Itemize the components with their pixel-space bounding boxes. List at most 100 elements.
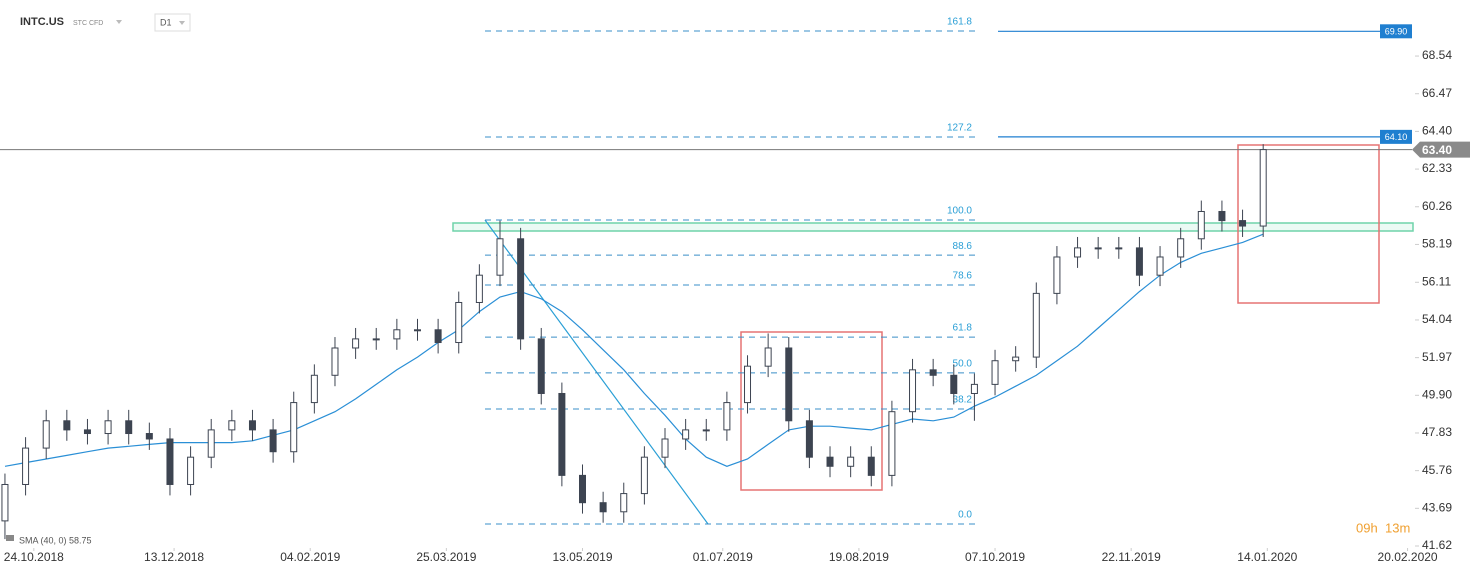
- candle-body: [1, 483, 9, 522]
- x-tick-label: 20.02.2020: [1378, 550, 1438, 564]
- candle-body: [290, 402, 298, 453]
- candle-body: [104, 420, 112, 435]
- candle-body: [228, 420, 236, 431]
- y-tick-label: 51.97: [1422, 350, 1452, 364]
- y-tick-label: 45.76: [1422, 463, 1452, 477]
- y-tick-label: 60.26: [1422, 199, 1452, 213]
- sma-line: [4, 233, 1264, 467]
- y-tick-label: 54.04: [1422, 312, 1452, 326]
- y-tick-label: 66.47: [1422, 86, 1452, 100]
- candle-body: [372, 338, 380, 341]
- current-price-label: 63.40: [1422, 143, 1452, 157]
- y-tick-label: 64.40: [1422, 124, 1452, 138]
- candle-body: [125, 420, 133, 435]
- fib-label: 161.8: [947, 17, 972, 28]
- candle-body: [248, 420, 256, 431]
- candle-body: [847, 456, 855, 467]
- candle-body: [1156, 256, 1164, 276]
- x-tick-label: 14.01.2020: [1237, 550, 1297, 564]
- candle-body: [661, 438, 669, 458]
- candle-body: [1197, 210, 1205, 240]
- candle-body: [1177, 238, 1185, 258]
- candle-body: [579, 474, 587, 504]
- candle-body: [269, 429, 277, 453]
- candle-body: [558, 392, 566, 476]
- fib-label: 38.2: [953, 395, 973, 406]
- fib-label: 127.2: [947, 123, 972, 134]
- candle-body: [1053, 256, 1061, 294]
- candle-body: [723, 402, 731, 431]
- candle-body: [537, 338, 545, 394]
- candle-body: [455, 301, 463, 344]
- candle-body: [434, 329, 442, 344]
- y-tick-label: 47.83: [1422, 425, 1452, 439]
- timer-minutes: 13m: [1385, 520, 1410, 535]
- y-tick-label: 62.33: [1422, 161, 1452, 175]
- candle-body: [970, 383, 978, 394]
- candle-body: [867, 456, 875, 476]
- candle-body: [599, 502, 607, 513]
- indicator-label[interactable]: SMA (40, 0) 58.75: [19, 535, 92, 545]
- y-tick-label: 68.54: [1422, 48, 1452, 62]
- candle-body: [1259, 149, 1267, 227]
- candle-body: [682, 429, 690, 440]
- indicator-icon[interactable]: [6, 535, 14, 541]
- price-badge: [1380, 24, 1412, 39]
- y-tick-label: 41.62: [1422, 538, 1452, 552]
- current-price-badge: [1412, 141, 1470, 158]
- x-tick-label: 01.07.2019: [693, 550, 753, 564]
- fib-label: 0.0: [958, 510, 972, 521]
- price-badge-label: 69.90: [1385, 27, 1408, 37]
- candle-body: [63, 420, 71, 431]
- interval[interactable]: D1: [160, 17, 172, 27]
- candle-body: [744, 365, 752, 404]
- fib-label: 88.6: [953, 241, 973, 252]
- candle-body: [496, 238, 504, 276]
- candle-body: [1135, 247, 1143, 276]
- candle-body: [187, 456, 195, 485]
- candle-body: [83, 429, 91, 435]
- x-tick-label: 25.03.2019: [416, 550, 476, 564]
- dropdown-arrow[interactable]: [116, 20, 122, 24]
- candle-body: [1094, 247, 1102, 250]
- candle-body: [826, 456, 834, 467]
- x-tick-label: 04.02.2019: [280, 550, 340, 564]
- candle-body: [888, 411, 896, 476]
- dropdown-arrow[interactable]: [179, 21, 185, 25]
- candle-body: [393, 329, 401, 340]
- x-tick-label: 22.11.2019: [1102, 550, 1161, 564]
- interval-select[interactable]: [154, 13, 191, 32]
- candle-body: [22, 447, 30, 485]
- support-zone: [452, 222, 1414, 232]
- highlight-box: [740, 331, 883, 491]
- fib-label: 78.6: [953, 271, 973, 282]
- x-tick-label: 07.10.2019: [965, 550, 1025, 564]
- fib-label: 50.0: [953, 359, 973, 370]
- candle-body: [1115, 247, 1123, 250]
- x-tick-label: 13.12.2018: [144, 550, 204, 564]
- candle-body: [352, 338, 360, 349]
- candle-body: [702, 429, 710, 432]
- instrument-kind[interactable]: STC CFD: [73, 20, 103, 27]
- candle-body: [166, 438, 174, 485]
- y-tick-label: 56.11: [1422, 274, 1451, 288]
- x-tick-label: 19.08.2019: [829, 550, 889, 564]
- candle-body: [42, 420, 50, 449]
- candle-body: [929, 369, 937, 376]
- y-tick-label: 49.90: [1422, 387, 1452, 401]
- candle-body: [785, 347, 793, 422]
- symbol[interactable]: INTC.US: [20, 16, 64, 28]
- y-tick-label: 58.19: [1422, 237, 1452, 251]
- candle-body: [991, 360, 999, 385]
- candle-body: [207, 429, 215, 458]
- x-tick-label: 24.10.2018: [4, 550, 64, 564]
- candle-body: [1218, 210, 1226, 222]
- candle-body: [331, 347, 339, 376]
- candle-body: [413, 329, 421, 332]
- price-badge: [1380, 129, 1412, 144]
- candle-body: [620, 493, 628, 513]
- candle-body: [640, 456, 648, 495]
- candle-body: [805, 420, 813, 458]
- candle-body: [909, 369, 917, 413]
